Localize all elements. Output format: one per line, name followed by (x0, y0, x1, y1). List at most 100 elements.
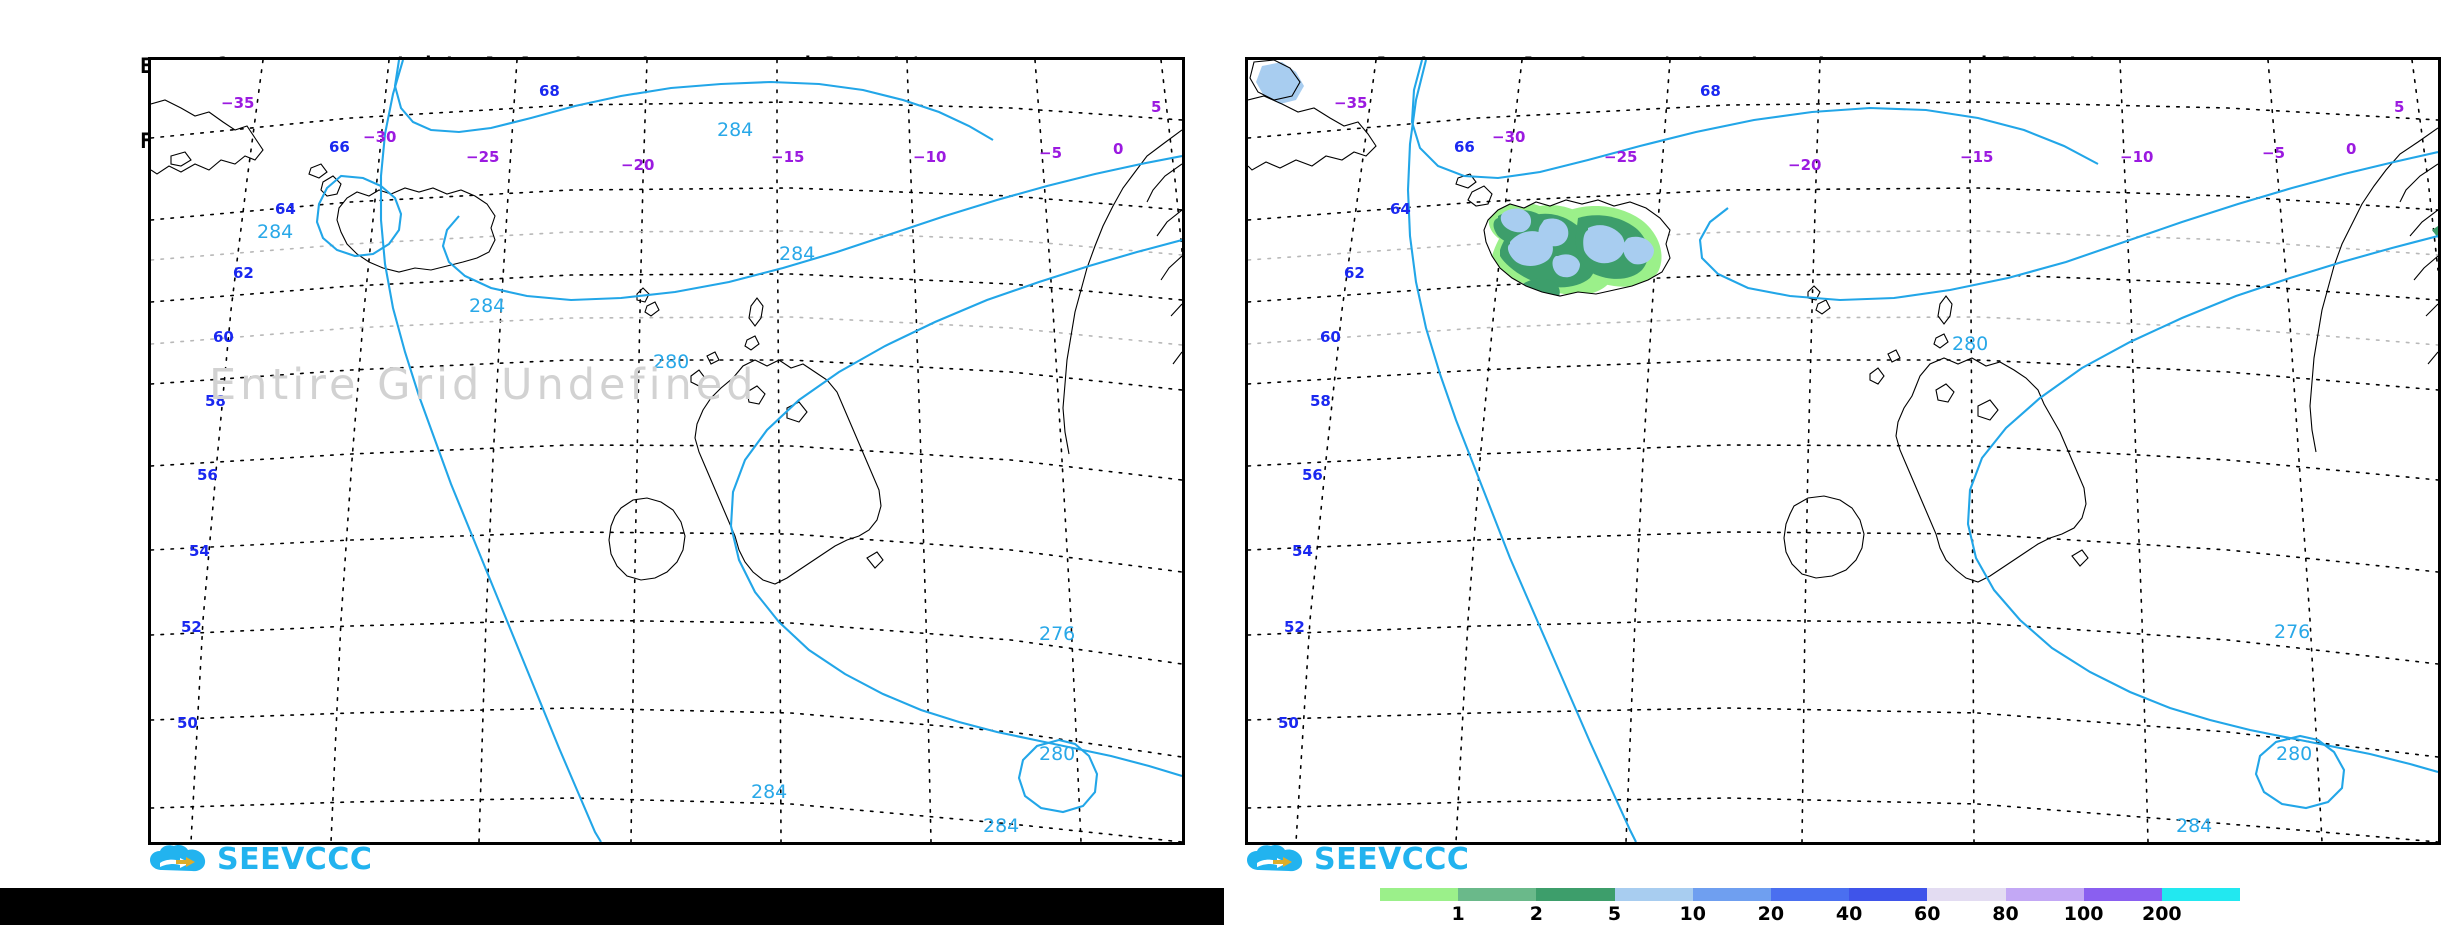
svg-text:52: 52 (181, 618, 202, 636)
coastline-faroe (636, 287, 660, 317)
map-vector-dream8: −35 −30 −25 −20 −15 −10 −5 0 5 68 66 64 … (1248, 60, 2438, 842)
svg-text:280: 280 (2276, 743, 2312, 765)
longitude-labels-dream8: −35 −30 −25 −20 −15 −10 −5 0 5 (1334, 94, 2404, 174)
svg-text:62: 62 (1344, 264, 1365, 282)
svg-text:0: 0 (2346, 140, 2356, 158)
svg-text:284: 284 (2176, 815, 2212, 837)
coastline-ireland (1783, 495, 1865, 579)
colorbar-tick-labels: 1 2 5 10 20 40 60 80 100 200 (1380, 903, 2240, 925)
svg-text:−20: −20 (621, 156, 654, 174)
map-canvas-ecmwf[interactable]: −35 −30 −25 −20 −15 −10 −5 0 5 68 66 64 … (148, 57, 1185, 845)
svg-text:−15: −15 (771, 148, 804, 166)
colorbar-segment (2161, 888, 2241, 901)
panel-dream8: DREAM8−Iceland: Accumulated snow (cm) an… (1225, 0, 2449, 925)
coastline-greenland (151, 99, 264, 175)
svg-text:280: 280 (1039, 743, 1075, 765)
svg-text:−35: −35 (221, 94, 254, 112)
colorbar-tick: 20 (1757, 903, 1785, 925)
colorbar-tick: 10 (1679, 903, 1706, 925)
seevccc-logo-text: SEEVCCC (217, 842, 373, 877)
colorbar-gradient-strip (1380, 888, 2241, 901)
geopotential-contours-dream8 (1406, 60, 2438, 842)
colorbar-segment (2083, 888, 2162, 901)
svg-text:284: 284 (983, 815, 1019, 837)
colorbar-tick: 1 (1451, 903, 1465, 925)
svg-text:5: 5 (2394, 98, 2404, 116)
map-vector-ecmwf: −35 −30 −25 −20 −15 −10 −5 0 5 68 66 64 … (151, 60, 1182, 842)
snow-colorbar[interactable]: 1 2 5 10 20 40 60 80 100 200 (1380, 888, 2380, 925)
seevccc-logo-right[interactable]: SEEVCCC (1247, 845, 1469, 875)
svg-text:66: 66 (329, 138, 350, 156)
longitude-labels-ecmwf: −35 −30 −25 −20 −15 −10 −5 0 5 (221, 94, 1161, 174)
geopotential-labels-dream8: 280 276 280 284 (1952, 333, 2312, 837)
svg-text:284: 284 (717, 119, 753, 141)
colorbar-segment (1536, 888, 1615, 901)
svg-text:280: 280 (653, 351, 689, 373)
seevccc-logo-left[interactable]: SEEVCCC (150, 845, 372, 875)
latitude-labels-ecmwf: 68 66 64 62 60 58 56 54 52 50 (177, 82, 560, 732)
svg-text:64: 64 (275, 200, 296, 218)
graticule-meridians (1295, 60, 2438, 842)
svg-text:54: 54 (1292, 542, 1313, 560)
colorbar-tick: 200 (2141, 903, 2182, 925)
colorbar-segment (1927, 888, 2006, 901)
map-canvas-dream8[interactable]: −35 −30 −25 −20 −15 −10 −5 0 5 68 66 64 … (1245, 57, 2441, 845)
panel-ecmwf: ECMWF forecast: Snow height [cm] and 700… (0, 0, 1224, 925)
colorbar-tick: 5 (1607, 903, 1622, 925)
colorbar-tick: 100 (2063, 903, 2104, 925)
svg-text:60: 60 (213, 328, 234, 346)
graticule-parallels (151, 101, 1182, 481)
coastline-iceland (1455, 173, 1671, 297)
svg-text:−25: −25 (466, 148, 499, 166)
colorbar-segment (2005, 888, 2084, 901)
grid-undefined-watermark: Entire Grid Undefined (209, 360, 758, 410)
svg-text:−30: −30 (1492, 128, 1525, 146)
svg-text:284: 284 (257, 221, 293, 243)
graticule-meridians (190, 60, 1182, 842)
colorbar-segment (1692, 888, 1771, 901)
svg-text:−20: −20 (1788, 156, 1821, 174)
coastline-great-britain (1895, 357, 2087, 583)
coastline-norway (1062, 129, 1182, 455)
latitude-labels-dream8: 68 66 64 62 60 58 56 54 52 50 (1278, 82, 1721, 732)
footer-black-bar (0, 888, 1224, 925)
svg-text:60: 60 (1320, 328, 1341, 346)
svg-text:64: 64 (1390, 200, 1411, 218)
svg-text:0: 0 (1113, 140, 1123, 158)
colorbar-tick: 60 (1914, 903, 1941, 925)
svg-text:56: 56 (1302, 466, 1323, 484)
coastline-norway (2309, 127, 2438, 453)
svg-text:58: 58 (205, 392, 226, 410)
geopotential-labels-ecmwf: 284 284 284 284 280 276 280 284 284 (257, 119, 1075, 837)
svg-text:284: 284 (469, 295, 505, 317)
svg-text:−5: −5 (1039, 144, 1062, 162)
svg-text:−5: −5 (2262, 144, 2285, 162)
svg-text:50: 50 (177, 714, 198, 732)
colorbar-segment (1458, 888, 1537, 901)
snow-accumulation-field (1484, 200, 1670, 296)
svg-text:−10: −10 (913, 148, 946, 166)
geopotential-contours-ecmwf (315, 60, 1182, 842)
greenland-snow-patch (1256, 62, 1304, 104)
svg-text:−35: −35 (1334, 94, 1367, 112)
graticule-parallels-lower (151, 531, 1182, 842)
svg-text:68: 68 (539, 82, 560, 100)
coastline-ireland (608, 497, 686, 581)
coastline-shetland (1933, 295, 1953, 349)
colorbar-segment (1770, 888, 1850, 901)
colorbar-segment (1614, 888, 1693, 901)
svg-text:50: 50 (1278, 714, 1299, 732)
svg-text:58: 58 (1310, 392, 1331, 410)
colorbar-segment (1849, 888, 1928, 901)
svg-text:−30: −30 (363, 128, 396, 146)
colorbar-segment (1380, 888, 1459, 901)
coastline-greenland (1248, 60, 1377, 171)
coastline-isles (1869, 349, 2089, 567)
graticule-parallels-faint (1248, 230, 2438, 346)
svg-text:−15: −15 (1960, 148, 1993, 166)
svg-text:284: 284 (751, 781, 787, 803)
svg-text:−25: −25 (1604, 148, 1637, 166)
graticule-parallels-faint (151, 230, 1182, 346)
coastline-isles (690, 351, 884, 569)
svg-text:280: 280 (1952, 333, 1988, 355)
